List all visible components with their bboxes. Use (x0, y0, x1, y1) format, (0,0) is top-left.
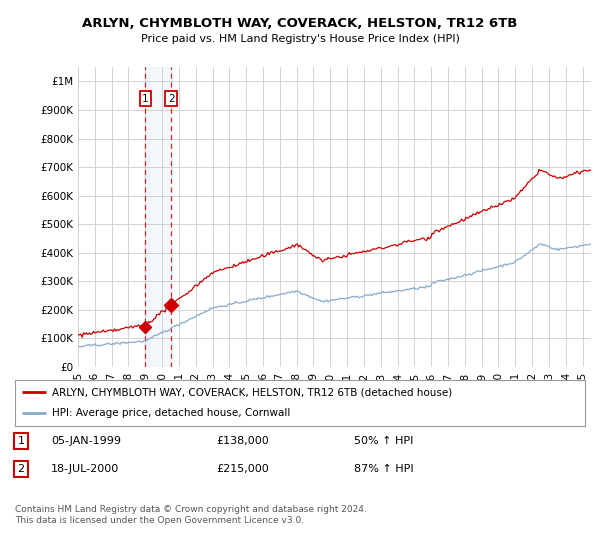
Text: £138,000: £138,000 (216, 436, 269, 446)
Text: 87% ↑ HPI: 87% ↑ HPI (354, 464, 413, 474)
Text: ARLYN, CHYMBLOTH WAY, COVERACK, HELSTON, TR12 6TB (detached house): ARLYN, CHYMBLOTH WAY, COVERACK, HELSTON,… (52, 387, 452, 397)
Text: 1: 1 (17, 436, 25, 446)
Text: 18-JUL-2000: 18-JUL-2000 (51, 464, 119, 474)
Text: 1: 1 (142, 94, 149, 104)
Text: 2: 2 (168, 94, 175, 104)
Text: ARLYN, CHYMBLOTH WAY, COVERACK, HELSTON, TR12 6TB: ARLYN, CHYMBLOTH WAY, COVERACK, HELSTON,… (82, 17, 518, 30)
Text: Contains HM Land Registry data © Crown copyright and database right 2024.
This d: Contains HM Land Registry data © Crown c… (15, 505, 367, 525)
Text: £215,000: £215,000 (216, 464, 269, 474)
Text: 2: 2 (17, 464, 25, 474)
Text: HPI: Average price, detached house, Cornwall: HPI: Average price, detached house, Corn… (52, 408, 290, 418)
Text: Price paid vs. HM Land Registry's House Price Index (HPI): Price paid vs. HM Land Registry's House … (140, 34, 460, 44)
Bar (145, 67, 171, 367)
Text: 05-JAN-1999: 05-JAN-1999 (51, 436, 121, 446)
Text: 50% ↑ HPI: 50% ↑ HPI (354, 436, 413, 446)
